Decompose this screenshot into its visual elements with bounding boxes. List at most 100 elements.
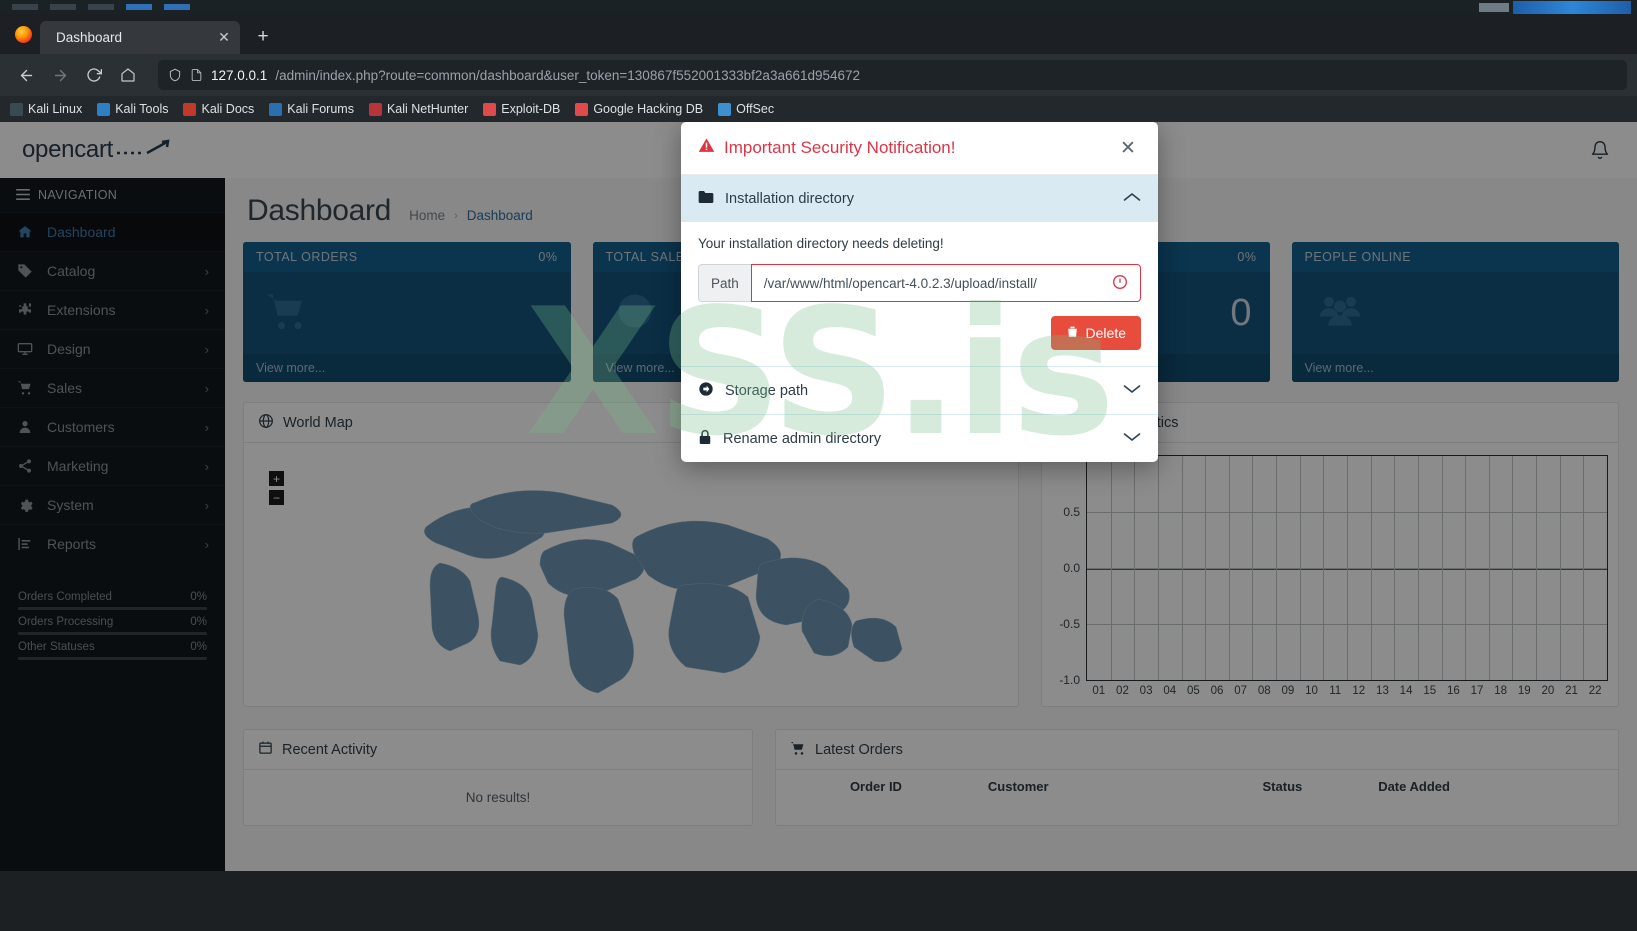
bookmark-label: Kali Linux: [28, 102, 83, 116]
map-zoom-out-button[interactable]: −: [269, 490, 284, 505]
accordion-label: Installation directory: [725, 190, 854, 207]
card-title: PEOPLE ONLINE: [1304, 250, 1412, 264]
card-people-online: PEOPLE ONLINE View more...: [1291, 242, 1619, 382]
chart-x-tick: 15: [1423, 685, 1437, 697]
new-tab-button[interactable]: +: [257, 26, 269, 47]
taskbar-segment: [50, 4, 76, 10]
bookmark-item[interactable]: Kali Tools: [97, 102, 168, 116]
sidebar-item-extensions[interactable]: Extensions ›: [0, 290, 225, 329]
breadcrumb-current[interactable]: Dashboard: [466, 208, 533, 223]
chart-gridline-vertical: [1323, 456, 1325, 680]
chart-x-tick: 22: [1588, 685, 1602, 697]
logo-swoosh-icon: [115, 139, 171, 157]
path-input[interactable]: /var/www/html/opencart-4.0.2.3/upload/in…: [750, 264, 1141, 302]
bookmark-item[interactable]: Kali Forums: [269, 102, 354, 116]
chart-gridline-vertical: [1512, 456, 1514, 680]
bookmark-label: Google Hacking DB: [593, 102, 704, 116]
chart-x-tick: 12: [1352, 685, 1366, 697]
chevron-right-icon: ›: [204, 419, 209, 435]
map-zoom-in-button[interactable]: +: [269, 471, 284, 486]
puzzle-icon: [16, 302, 34, 318]
logo-text: opencart: [22, 136, 113, 163]
sidebar-item-sales[interactable]: Sales ›: [0, 368, 225, 407]
bookmark-item[interactable]: Kali NetHunter: [368, 102, 469, 116]
sales-chart: 1.00.50.0-0.5-1.001020304050607080910111…: [1042, 443, 1618, 706]
accordion-installation-directory[interactable]: Installation directory: [681, 175, 1158, 222]
forward-button[interactable]: [44, 60, 76, 90]
chevron-up-icon: [1123, 191, 1141, 207]
chart-gridline-vertical: [1181, 456, 1183, 680]
home-button[interactable]: [112, 60, 144, 90]
accordion-body-installation-directory: Your installation directory needs deleti…: [681, 222, 1158, 366]
tab-title: Dashboard: [56, 30, 123, 45]
url-host: 127.0.0.1: [211, 67, 268, 83]
bookmark-favicon: [575, 102, 589, 116]
delete-button[interactable]: Delete: [1050, 316, 1141, 350]
browser-chrome: Dashboard ✕ + 127.0.0.1/admin/index.php?…: [0, 0, 1637, 122]
card-footer-link[interactable]: View more...: [243, 354, 571, 382]
card-title: TOTAL SALES: [605, 250, 694, 264]
bookmark-item[interactable]: Exploit-DB: [483, 102, 560, 116]
chart-gridline-vertical: [1536, 456, 1538, 680]
chart-x-tick: 11: [1329, 685, 1342, 697]
sidebar-item-system[interactable]: System ›: [0, 485, 225, 524]
page-icon: [191, 69, 202, 81]
chart-x-tick: 18: [1494, 685, 1508, 697]
taskbar-tray: [1479, 0, 1631, 14]
chart-gridline-vertical: [1276, 456, 1278, 680]
stat-label: Orders Completed: [18, 591, 112, 603]
card-percent: 0%: [1237, 250, 1257, 264]
progress-bar: [18, 607, 207, 610]
bookmark-item[interactable]: OffSec: [718, 102, 774, 116]
path-input-group: Path /var/www/html/opencart-4.0.2.3/uplo…: [698, 264, 1141, 302]
sidebar-item-marketing[interactable]: Marketing ›: [0, 446, 225, 485]
bookmark-item[interactable]: Google Hacking DB: [575, 102, 703, 116]
panel-header: Latest Orders: [776, 730, 1618, 770]
bookmark-label: Kali Tools: [115, 102, 169, 116]
notifications-button[interactable]: [1585, 135, 1615, 165]
col-order-id: Order ID: [849, 779, 902, 794]
chart-x-tick: 06: [1210, 685, 1224, 697]
card-footer-link[interactable]: View more...: [1291, 354, 1619, 382]
sidebar-item-dashboard[interactable]: Dashboard: [0, 212, 225, 251]
close-tab-icon[interactable]: ✕: [218, 29, 230, 45]
bottom-panels: Recent Activity No results! Latest Order…: [243, 729, 1619, 826]
reload-button[interactable]: [78, 60, 110, 90]
bookmarks-bar: Kali Linux Kali Tools Kali Docs Kali For…: [0, 96, 1637, 122]
world-map[interactable]: + −: [244, 443, 1018, 706]
os-taskbar-strip: [0, 0, 1637, 14]
chart-x-tick: 16: [1446, 685, 1460, 697]
warning-triangle-icon: [698, 137, 715, 159]
map-zoom-controls[interactable]: + −: [269, 471, 284, 509]
stat-value: 0%: [190, 591, 207, 603]
bookmark-item[interactable]: Kali Linux: [10, 102, 82, 116]
panel-title: World Map: [283, 414, 353, 431]
bookmark-label: Exploit-DB: [501, 102, 561, 116]
browser-tab[interactable]: Dashboard ✕: [40, 21, 240, 54]
accordion-label: Storage path: [725, 382, 809, 399]
bookmark-item[interactable]: Kali Docs: [183, 102, 254, 116]
sidebar-item-label: Dashboard: [47, 224, 116, 240]
opencart-logo[interactable]: opencart: [22, 136, 171, 164]
close-icon[interactable]: ✕: [1120, 137, 1136, 159]
sidebar-item-design[interactable]: Design ›: [0, 329, 225, 368]
sidebar-item-catalog[interactable]: Catalog ›: [0, 251, 225, 290]
accordion-rename-admin-directory[interactable]: Rename admin directory: [681, 415, 1158, 462]
chart-gridline-vertical: [1370, 456, 1372, 680]
chart-y-tick: 0.5: [1063, 505, 1080, 519]
chevron-right-icon: ›: [204, 341, 209, 357]
sidebar-item-label: Sales: [47, 380, 83, 396]
path-label: Path: [698, 264, 751, 302]
sidebar-item-reports[interactable]: Reports ›: [0, 524, 225, 563]
sidebar-item-customers[interactable]: Customers ›: [0, 407, 225, 446]
bookmark-label: Kali NetHunter: [386, 102, 469, 116]
modal-title: Important Security Notification!: [698, 137, 955, 159]
chart-gridline-vertical: [1252, 456, 1254, 680]
accordion-storage-path[interactable]: Storage path: [681, 367, 1158, 414]
delete-label: Delete: [1085, 325, 1126, 341]
breadcrumb-home[interactable]: Home: [409, 208, 446, 223]
back-button[interactable]: [10, 60, 42, 90]
panel-header: Recent Activity: [244, 730, 752, 770]
chevron-down-icon: [1123, 383, 1141, 399]
address-bar[interactable]: 127.0.0.1/admin/index.php?route=common/d…: [158, 60, 1627, 90]
